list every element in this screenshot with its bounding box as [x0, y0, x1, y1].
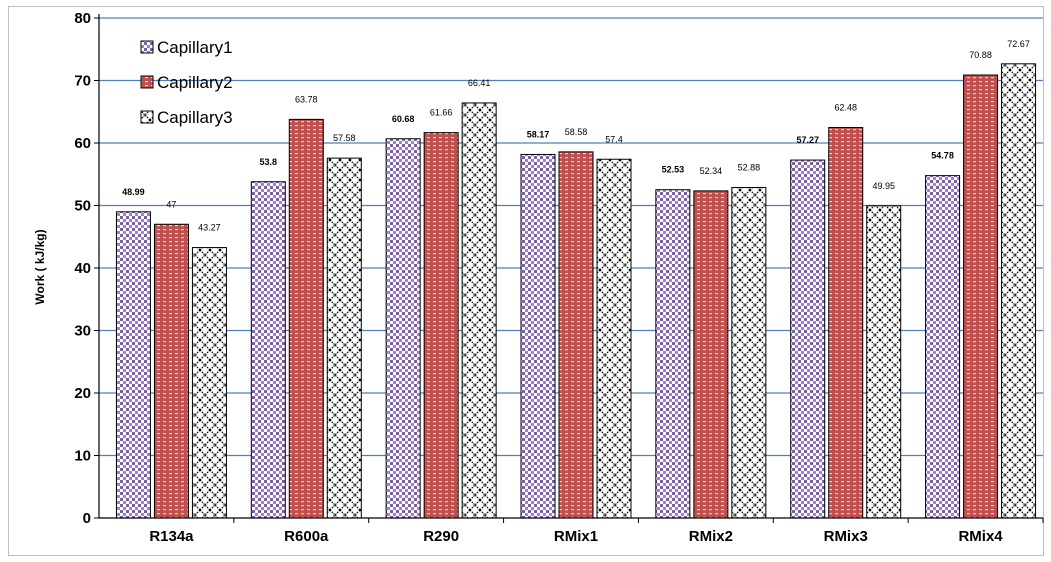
x-tick-label: RMix2: [689, 528, 733, 545]
y-tick-label: 70: [74, 73, 91, 90]
x-tick-label: RMix4: [958, 528, 1003, 545]
x-tick-label: R290: [423, 528, 459, 545]
bar-capillary2-r134a: [153, 223, 189, 519]
legend-swatch: [140, 40, 154, 54]
data-label: 52.34: [700, 166, 723, 176]
y-tick-label: 10: [74, 448, 91, 465]
bar-capillary1-rmix1: [520, 153, 556, 519]
data-label: 52.88: [738, 163, 761, 173]
x-tick-label: R134a: [149, 528, 194, 545]
legend-swatch: [140, 110, 154, 124]
data-label: 58.58: [565, 127, 588, 137]
bar-capillary2-rmix4: [963, 74, 999, 519]
y-tick-label: 30: [74, 323, 91, 340]
legend: Capillary1 Capillary2 Capillary3: [140, 38, 233, 127]
data-label: 57.58: [333, 133, 356, 143]
bar-capillary1-r600a: [250, 181, 286, 519]
y-tick-label: 60: [74, 135, 91, 152]
data-label: 49.95: [872, 181, 895, 191]
bar-capillary1-rmix4: [925, 175, 961, 519]
bar-capillary3-rmix4: [1001, 63, 1037, 519]
bar-capillary2-rmix2: [693, 190, 729, 519]
data-label: 54.78: [931, 151, 954, 161]
y-tick-label: 40: [74, 260, 91, 277]
data-label: 62.48: [834, 103, 857, 113]
bar-capillary2-r290: [423, 132, 459, 519]
legend-label: Capillary3: [157, 108, 233, 127]
data-label: 52.53: [662, 165, 685, 175]
y-tick-label: 50: [74, 198, 91, 215]
bar-capillary3-rmix1: [596, 158, 632, 519]
bar-capillary2-rmix3: [828, 127, 864, 519]
data-label: 58.17: [527, 129, 550, 139]
x-tick-label: RMix3: [824, 528, 868, 545]
data-label: 47: [166, 199, 176, 209]
data-label: 61.66: [430, 108, 453, 118]
bar-capillary1-rmix2: [655, 189, 691, 519]
bar-capillary3-rmix3: [866, 205, 902, 519]
y-tick-label: 0: [83, 510, 91, 527]
bar-capillary3-r134a: [191, 247, 227, 519]
data-label: 57.4: [605, 134, 623, 144]
y-tick-label: 20: [74, 385, 91, 402]
y-tick-label: 80: [74, 10, 91, 27]
data-label: 57.27: [796, 135, 819, 145]
bar-capillary3-r600a: [326, 157, 362, 519]
data-label: 66.41: [468, 78, 491, 88]
bar-capillary3-rmix2: [731, 187, 767, 519]
x-tick-label: R600a: [284, 528, 329, 545]
data-label: 72.67: [1007, 39, 1030, 49]
y-axis-label: Work ( kJ/kg): [33, 229, 47, 304]
data-label: 53.8: [260, 157, 278, 167]
legend-swatch: [140, 75, 154, 89]
data-label: 48.99: [122, 187, 145, 197]
data-label: 63.78: [295, 94, 318, 104]
legend-label: Capillary1: [157, 38, 233, 57]
data-label: 43.27: [198, 223, 221, 233]
x-tick-label: RMix1: [554, 528, 598, 545]
data-label: 70.88: [969, 50, 992, 60]
bar-capillary1-r134a: [115, 211, 151, 519]
bar-capillary1-rmix3: [790, 159, 826, 519]
bar-capillary3-r290: [461, 102, 497, 519]
data-label: 60.68: [392, 114, 415, 124]
bar-capillary2-r600a: [288, 118, 324, 519]
bar-capillary1-r290: [385, 138, 421, 519]
legend-label: Capillary2: [157, 73, 233, 92]
bar-capillary2-rmix1: [558, 151, 594, 519]
